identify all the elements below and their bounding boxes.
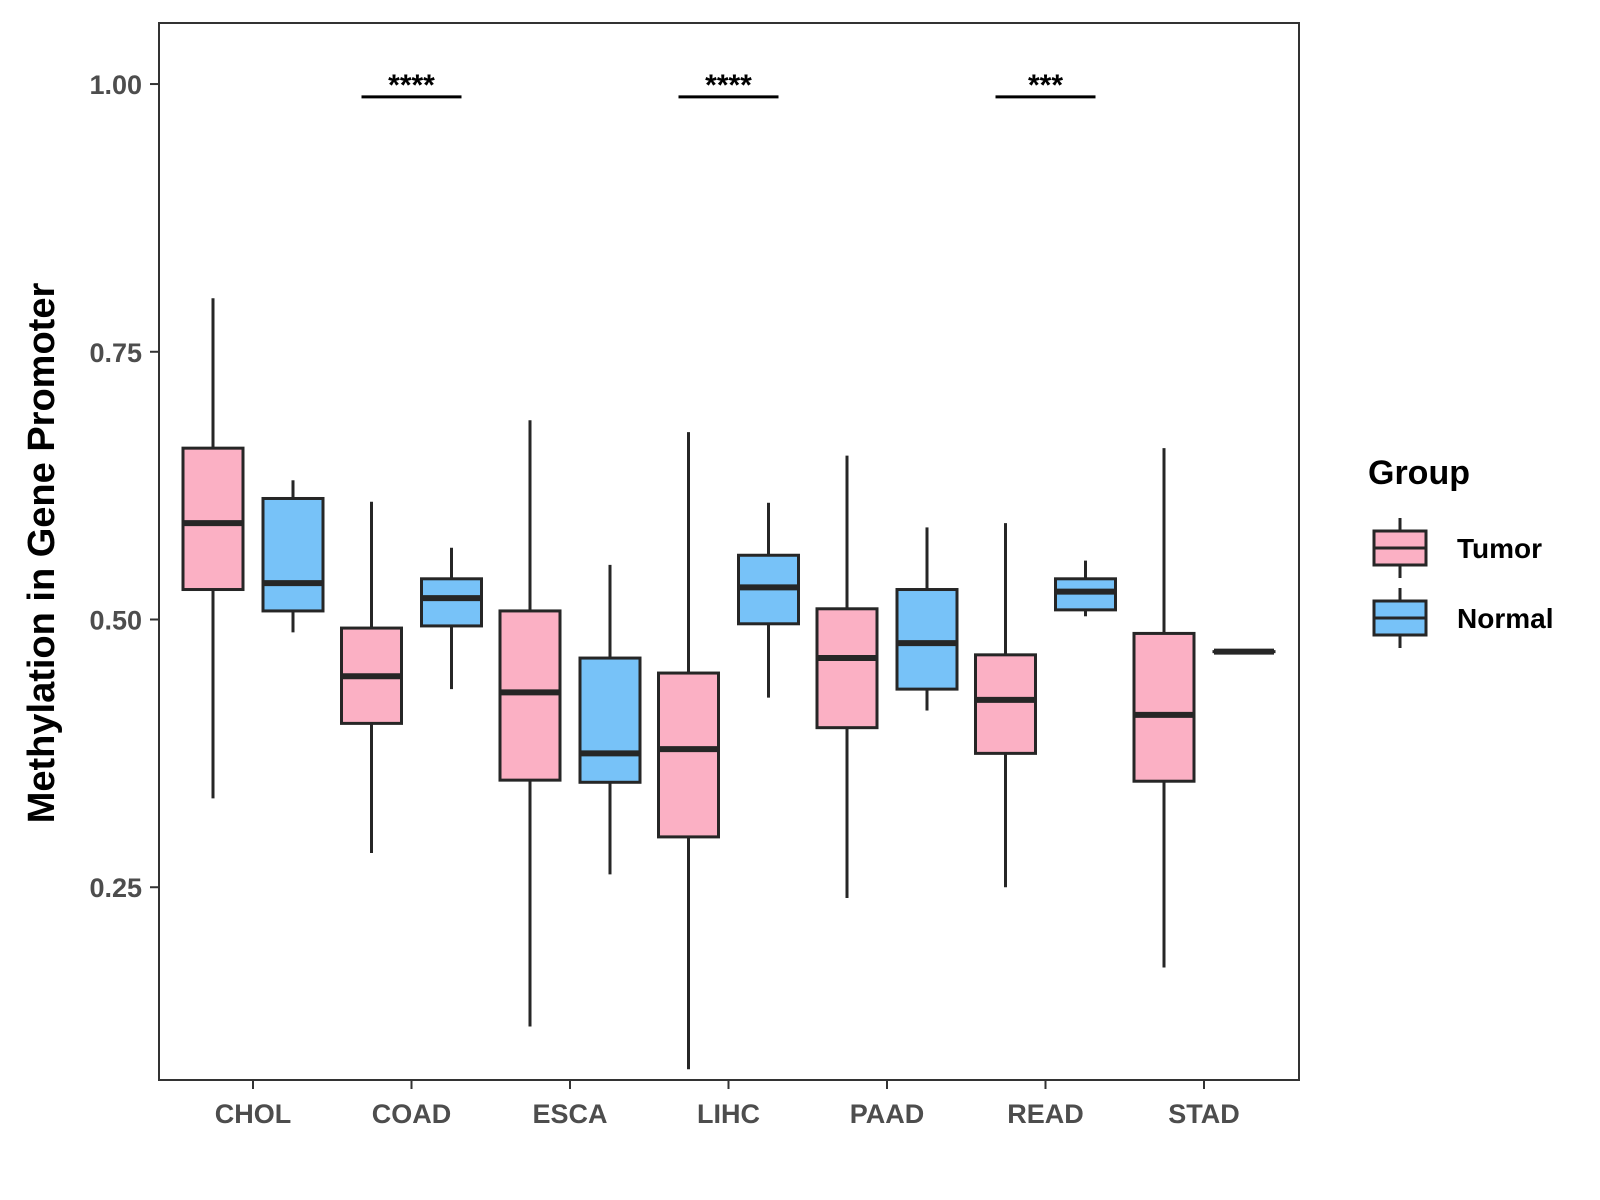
y-tick-label: 0.75 <box>89 338 142 368</box>
legend-title: Group <box>1368 454 1470 492</box>
box-normal-read <box>1054 560 1117 617</box>
significance-label: **** <box>388 69 435 102</box>
box-series <box>181 298 1276 1070</box>
x-tick-label: STAD <box>1168 1099 1240 1129</box>
box-tumor-coad <box>340 501 403 853</box>
significance-label: *** <box>1028 69 1063 102</box>
legend-item-normal: Normal <box>1372 588 1553 648</box>
y-tick-label: 0.50 <box>89 606 142 636</box>
significance-label: **** <box>705 69 752 102</box>
x-tick-label: COAD <box>372 1099 452 1129</box>
box-body <box>578 656 642 784</box>
y-tick-label: 1.00 <box>89 70 142 100</box>
y-tick-label: 0.25 <box>89 873 142 903</box>
box-normal-chol <box>261 480 325 633</box>
box-tumor-lihc <box>657 432 720 1070</box>
box-tumor-chol <box>181 298 245 799</box>
box-body <box>1132 631 1196 783</box>
box-normal-lihc <box>737 502 800 698</box>
x-tick-label: ESCA <box>532 1099 607 1129</box>
box-body <box>498 609 562 782</box>
y-axis: 0.25 0.50 0.75 1.00 <box>89 70 159 903</box>
y-axis-title: Methylation in Gene Promoter <box>21 283 63 824</box>
box-body <box>815 607 879 730</box>
legend-item-tumor: Tumor <box>1372 518 1542 578</box>
box-body <box>895 588 959 691</box>
legend-items: Tumor Normal <box>1372 518 1553 648</box>
legend-label: Normal <box>1457 603 1553 634</box>
box-tumor-esca <box>498 420 562 1027</box>
box-body <box>657 671 720 839</box>
box-body <box>181 446 245 592</box>
box-body <box>261 496 325 613</box>
box-body <box>420 577 483 628</box>
box-tumor-paad <box>815 455 879 898</box>
box-tumor-stad <box>1132 448 1196 968</box>
x-tick-label: LIHC <box>697 1099 760 1129</box>
box-normal-paad <box>895 527 959 711</box>
legend-label: Tumor <box>1457 533 1542 564</box>
legend: Group Tumor Normal <box>1368 454 1553 648</box>
box-body <box>974 653 1037 755</box>
x-axis: CHOL COAD ESCA LIHC PAAD READ STAD <box>215 1080 1240 1129</box>
significance-annotations: **** **** *** <box>361 69 1096 102</box>
box-normal-esca <box>578 564 642 875</box>
x-tick-label: CHOL <box>215 1099 292 1129</box>
x-tick-label: READ <box>1007 1099 1084 1129</box>
box-normal-coad <box>420 547 483 690</box>
x-tick-label: PAAD <box>850 1099 925 1129</box>
box-tumor-read <box>974 523 1037 888</box>
